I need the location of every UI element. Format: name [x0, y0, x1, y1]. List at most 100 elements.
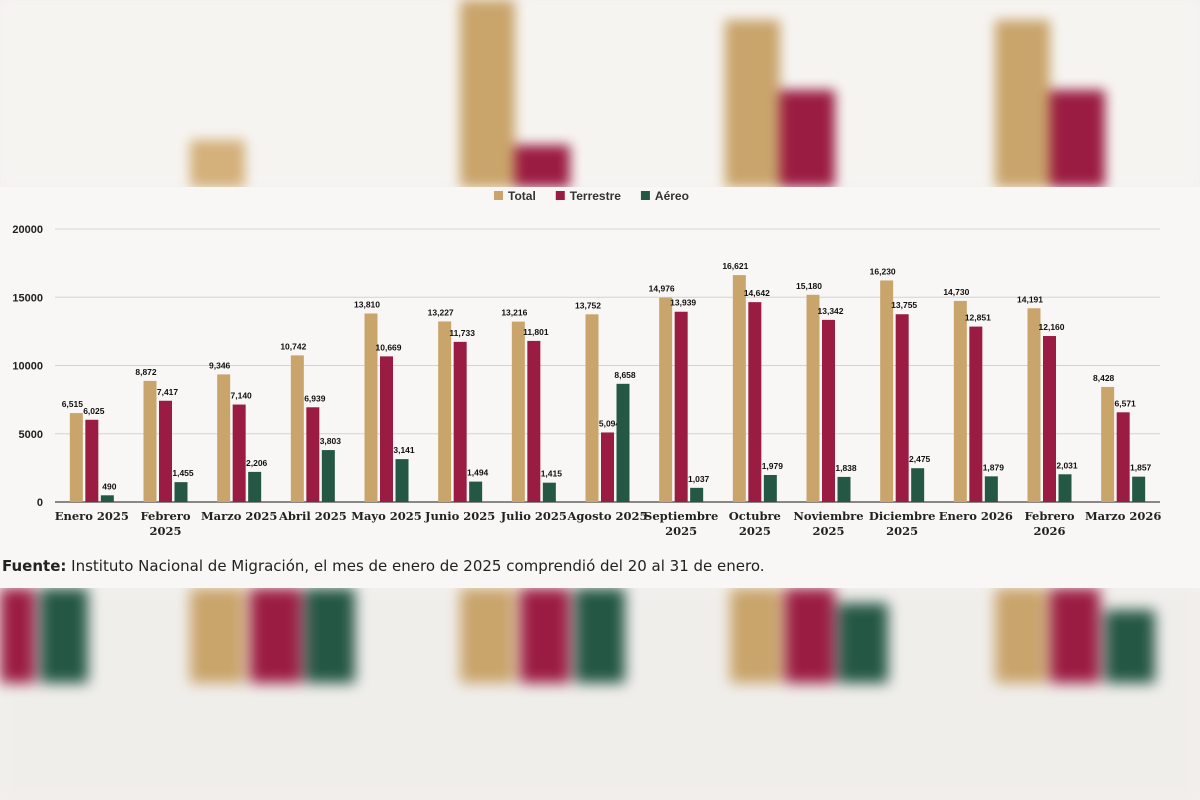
chart-panel: 0 5000 10000 15000 20000 Total Terrestre Aéreo 6…: [0, 187, 1200, 588]
bg-bar: [40, 588, 88, 683]
bg-bar: [725, 20, 780, 187]
bar-total: [69, 413, 83, 502]
bar-total: [217, 374, 231, 502]
bar-terrestre: [453, 341, 467, 502]
data-label: 6,939: [304, 393, 326, 403]
data-label: 6,571: [1115, 398, 1137, 408]
bg-bar: [460, 588, 515, 683]
bar-areo: [469, 481, 483, 502]
data-label: 1,037: [688, 474, 710, 484]
bar-total: [511, 321, 525, 502]
legend-swatch-total: [494, 191, 503, 200]
bg-bar: [190, 140, 245, 187]
bar-total: [143, 380, 157, 502]
bg-bar: [515, 145, 570, 187]
x-tick-label: Mayo 2025: [351, 509, 422, 523]
data-label: 13,755: [891, 300, 917, 310]
x-tick-label: Julio 2025: [500, 509, 567, 523]
x-tick-label: Agosto 2025: [566, 509, 647, 523]
bg-bar: [1050, 588, 1100, 683]
data-label: 2,475: [909, 454, 931, 464]
legend-swatch-areo: [640, 191, 650, 200]
legend-swatch-terrestre: [555, 191, 565, 200]
bar-areo: [1132, 476, 1146, 502]
bar-areo: [174, 482, 188, 502]
x-tick-label: 2025: [665, 524, 697, 538]
bar-terrestre: [895, 314, 909, 502]
x-tick-label: Febrero: [141, 509, 191, 523]
bar-terrestre: [85, 419, 99, 502]
data-label: 12,851: [965, 313, 991, 323]
legend-label: Total: [508, 189, 536, 203]
data-label: 16,621: [722, 261, 748, 271]
bar-terrestre: [748, 302, 762, 502]
source-note: Fuente: Instituto Nacional de Migración,…: [2, 557, 1198, 575]
bg-bar: [730, 588, 782, 683]
data-label: 1,979: [762, 461, 784, 471]
bar-terrestre: [674, 311, 688, 502]
data-label: 13,216: [501, 308, 527, 318]
bar-areo: [984, 476, 998, 502]
data-label: 1,455: [172, 468, 194, 478]
x-tick-label: Marzo 2025: [201, 509, 277, 523]
blurred-background-top: [0, 0, 1200, 187]
bg-bar: [305, 588, 355, 683]
data-label: 13,752: [575, 300, 601, 310]
data-label: 8,872: [135, 367, 157, 377]
y-tick-label: 5000: [19, 429, 43, 441]
data-label: 11,733: [449, 328, 475, 338]
data-label: 8,658: [614, 370, 636, 380]
x-tick-label: 2025: [812, 524, 844, 538]
bar-terrestre: [969, 326, 983, 502]
data-label: 1,838: [835, 463, 857, 473]
bar-terrestre: [1116, 412, 1130, 502]
bg-bar: [1050, 90, 1105, 187]
data-label: 2,031: [1056, 460, 1078, 470]
x-tick-label: Diciembre: [869, 509, 936, 523]
data-label: 14,976: [649, 284, 675, 294]
data-label: 11,801: [523, 327, 549, 337]
data-label: 12,160: [1039, 322, 1065, 332]
x-tick-label: 2025: [149, 524, 181, 538]
bg-bar: [250, 588, 302, 683]
bg-bar: [575, 588, 625, 683]
x-tick-label: 2025: [739, 524, 771, 538]
bar-terrestre: [380, 356, 393, 502]
bar-terrestre: [306, 407, 320, 502]
bar-areo: [616, 383, 630, 502]
data-label: 13,939: [670, 298, 696, 308]
x-tick-label: Marzo 2026: [1085, 509, 1161, 523]
bar-areo: [248, 471, 262, 502]
data-label: 7,417: [157, 387, 179, 397]
x-tick-label: Enero 2025: [55, 509, 129, 523]
bg-bar: [838, 603, 888, 683]
bar-total: [880, 280, 894, 502]
x-tick-label: Abril 2025: [278, 509, 347, 523]
legend-label: Aéreo: [655, 189, 689, 203]
source-label: Fuente:: [2, 557, 67, 575]
bg-bar: [780, 90, 835, 187]
data-label: 9,346: [209, 360, 231, 370]
x-tick-label: Junio 2025: [424, 509, 495, 523]
bar-total: [364, 313, 378, 502]
bar-total: [290, 355, 304, 502]
data-label: 2,206: [246, 458, 268, 468]
source-text: Instituto Nacional de Migración, el mes …: [66, 557, 765, 575]
bar-terrestre: [232, 404, 246, 502]
bar-areo: [911, 468, 925, 502]
x-tick-label: Febrero: [1025, 509, 1075, 523]
data-label: 13,227: [428, 307, 454, 317]
data-label: 1,494: [467, 468, 489, 478]
data-label: 3,803: [320, 436, 342, 446]
x-tick-label: Septiembre: [644, 509, 718, 523]
data-label: 10,669: [376, 342, 402, 352]
blurred-background-bottom: [0, 588, 1200, 800]
bar-total: [659, 297, 673, 502]
data-label: 13,810: [354, 299, 380, 309]
x-tick-label: 2025: [886, 524, 918, 538]
data-label: 14,191: [1017, 294, 1043, 304]
bar-terrestre: [527, 340, 541, 502]
bar-areo: [763, 474, 777, 502]
data-label: 14,730: [943, 287, 969, 297]
data-label: 14,642: [744, 288, 770, 298]
